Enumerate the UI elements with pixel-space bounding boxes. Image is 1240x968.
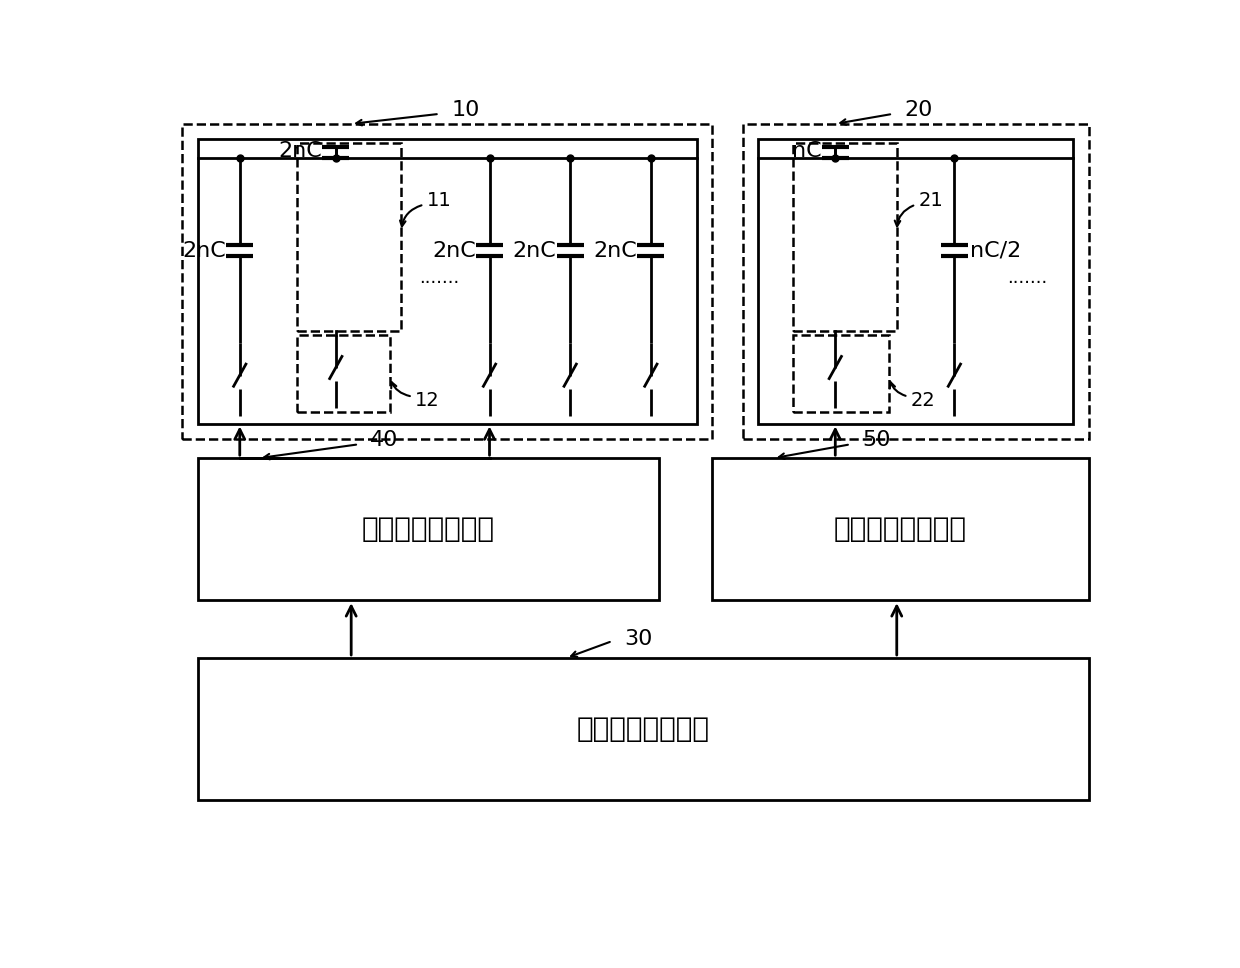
- Bar: [794, 143, 897, 331]
- Text: .......: .......: [1007, 268, 1048, 287]
- Bar: [197, 658, 1089, 800]
- Text: nC/2: nC/2: [970, 241, 1021, 260]
- Bar: [298, 335, 389, 412]
- Text: 50: 50: [862, 431, 890, 450]
- Bar: [743, 124, 1089, 439]
- Text: 20: 20: [904, 100, 932, 120]
- Text: .......: .......: [419, 268, 460, 287]
- Bar: [298, 143, 401, 331]
- Text: 22: 22: [910, 391, 935, 410]
- Text: 21: 21: [919, 192, 944, 210]
- Text: nC: nC: [792, 140, 821, 161]
- Text: 11: 11: [427, 192, 451, 210]
- Bar: [197, 458, 658, 600]
- Bar: [712, 458, 1089, 600]
- Bar: [794, 335, 889, 412]
- Text: 2nC: 2nC: [278, 140, 322, 161]
- Text: 10: 10: [451, 100, 480, 120]
- Text: 12: 12: [415, 391, 440, 410]
- Text: 控制逻辑产生电路: 控制逻辑产生电路: [577, 715, 709, 743]
- Bar: [759, 139, 1074, 424]
- Text: 40: 40: [371, 431, 399, 450]
- Text: 数据加权平均模块: 数据加权平均模块: [362, 515, 495, 543]
- Text: 2nC: 2nC: [593, 241, 637, 260]
- Text: 30: 30: [624, 628, 652, 649]
- Bar: [197, 139, 697, 424]
- Text: 2nC: 2nC: [512, 241, 557, 260]
- Text: 失配误差整形模块: 失配误差整形模块: [835, 515, 967, 543]
- Bar: [182, 124, 712, 439]
- Text: 2nC: 2nC: [432, 241, 476, 260]
- Text: 2nC: 2nC: [182, 241, 226, 260]
